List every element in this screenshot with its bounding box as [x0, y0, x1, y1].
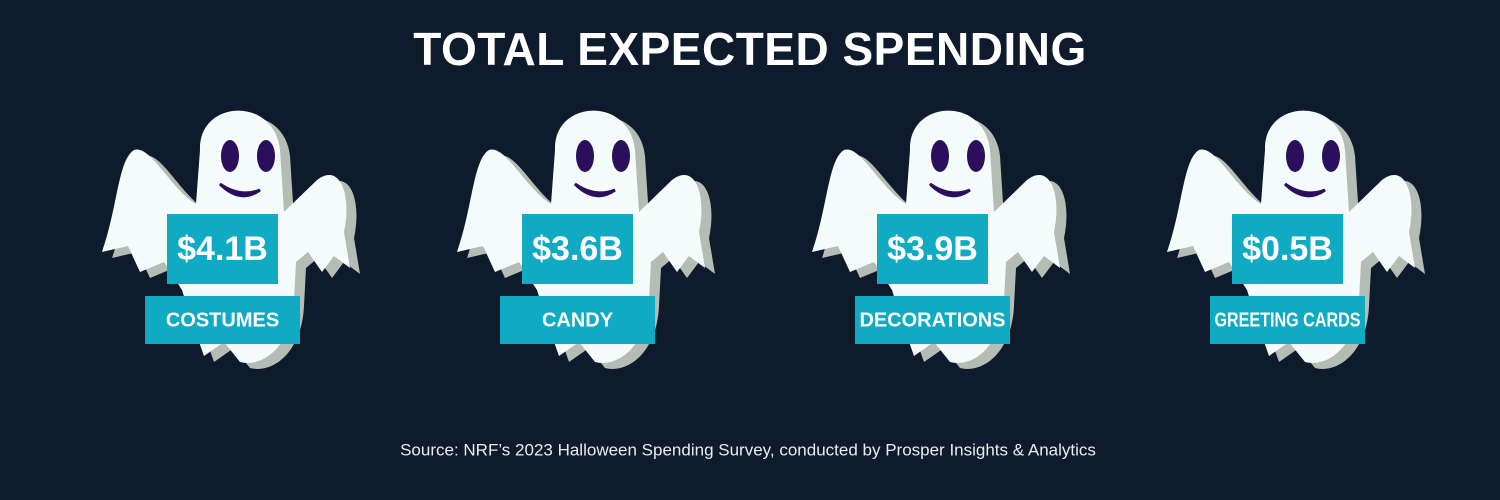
ghost	[1167, 110, 1425, 369]
ghost	[102, 110, 360, 369]
ghost-item: $3.6B CANDY	[457, 110, 715, 369]
value-box	[167, 214, 278, 284]
value-text: $3.9B	[887, 230, 978, 268]
ghost-eye	[931, 140, 949, 172]
ghost-mouth	[573, 182, 616, 198]
ghost	[457, 110, 715, 369]
title: TOTAL EXPECTED SPENDING	[413, 23, 1087, 75]
value-text: $3.6B	[532, 230, 623, 268]
items: $4.1BCOSTUMES$3.6BCANDY$3.9BDECORATIONS$…	[102, 110, 1425, 369]
source: Source: NRF’s 2023 Halloween Spending Su…	[400, 440, 1096, 459]
value-text: $0.5B	[1242, 230, 1333, 268]
label-text: COSTUMES	[166, 309, 279, 331]
label-text: DECORATIONS	[860, 309, 1006, 331]
label-box	[1210, 296, 1365, 344]
value-box	[522, 214, 633, 284]
label-box	[500, 296, 655, 344]
label-text: CANDY	[542, 309, 614, 331]
ghost	[812, 110, 1070, 369]
ghost-eye	[612, 140, 630, 172]
label-box	[145, 296, 300, 344]
ghost-eye	[221, 140, 239, 172]
ghost-mouth	[218, 182, 261, 198]
ghost-eye	[1286, 140, 1304, 172]
value-text: $4.1B	[177, 230, 268, 268]
ghost-eye	[257, 140, 275, 172]
value-box	[1232, 214, 1343, 284]
ghost-item: $3.9B DECORATIONS	[812, 110, 1070, 369]
ghost-mouth	[1283, 182, 1326, 198]
ghost-eye	[576, 140, 594, 172]
ghost-eye	[1322, 140, 1340, 172]
ghost-item: $4.1B COSTUMES	[102, 110, 360, 369]
ghost-mouth	[928, 182, 971, 198]
ghost-eye	[967, 140, 985, 172]
label-text: GREETING CARDS	[1215, 309, 1361, 331]
ghost-item: $0.5B GREETING CARDS	[1167, 110, 1425, 369]
value-box	[877, 214, 988, 284]
label-box	[855, 296, 1010, 344]
